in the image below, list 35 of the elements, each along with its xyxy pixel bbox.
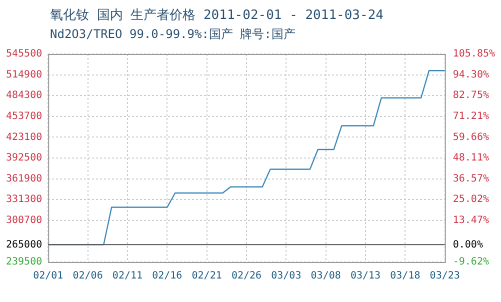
y2-tick-label: 105.85% — [452, 48, 496, 60]
y2-tick-label: 82.75% — [452, 90, 489, 102]
y-tick-label: 423100 — [6, 132, 42, 143]
chart-title: 氧化钕 国内 生产者价格 2011-02-01 - 2011-03-24 — [50, 7, 384, 24]
y2-tick-label: 48.11% — [452, 152, 489, 164]
y2-tick-label: 59.66% — [452, 132, 489, 143]
x-tick-label: 03/03 — [271, 270, 302, 282]
chart-subtitle: Nd2O3/TREO 99.0-99.9%:国产 牌号:国产 — [50, 26, 296, 43]
x-tick-label: 03/18 — [390, 270, 420, 282]
y2-tick-label: 13.47% — [452, 215, 489, 226]
y2-tick-label: 0.00% — [452, 239, 483, 250]
y-tick-label: 545500 — [6, 48, 42, 60]
y2-tick-label: 71.21% — [452, 110, 489, 122]
x-tick-label: 02/21 — [192, 270, 222, 282]
y2-tick-label: 25.02% — [452, 194, 489, 206]
y-tick-label: 392500 — [6, 152, 42, 164]
y-tick-label: 484300 — [6, 90, 42, 102]
y2-tick-label: -9.62% — [452, 256, 489, 268]
y-tick-label: 331300 — [6, 194, 42, 206]
y-tick-label: 300700 — [6, 214, 42, 226]
y2-tick-label: 36.57% — [452, 173, 489, 184]
y2-tick-label: 94.30% — [452, 69, 489, 80]
y-tick-label: 361900 — [6, 173, 42, 184]
x-tick-label: 02/11 — [112, 270, 143, 282]
y-tick-label: 514900 — [6, 69, 42, 80]
x-tick-label: 02/16 — [152, 270, 182, 282]
y-tick-label: 453700 — [6, 110, 42, 122]
x-tick-label: 03/23 — [430, 270, 460, 282]
y-tick-label: 239500 — [6, 256, 42, 268]
x-tick-label: 02/26 — [231, 270, 262, 282]
x-tick-label: 02/06 — [72, 270, 103, 282]
x-tick-label: 03/08 — [310, 270, 341, 282]
x-tick-label: 03/13 — [350, 270, 381, 282]
y-tick-label: 265000 — [6, 239, 42, 250]
x-tick-label: 02/01 — [33, 270, 64, 282]
